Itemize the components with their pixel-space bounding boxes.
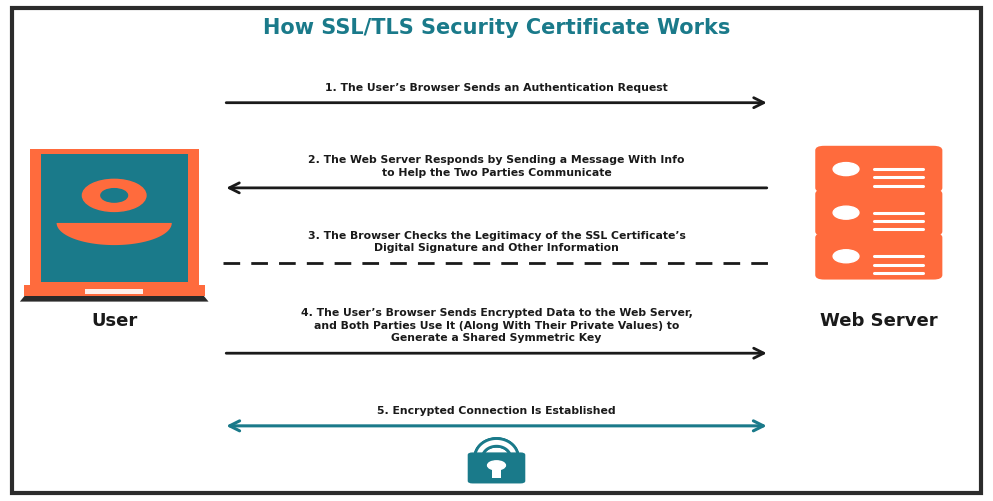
Circle shape [82, 179, 146, 211]
Polygon shape [20, 296, 209, 302]
Polygon shape [57, 223, 172, 245]
Text: 3. The Browser Checks the Legitimacy of the SSL Certificate’s
Digital Signature : 3. The Browser Checks the Legitimacy of … [308, 230, 685, 253]
FancyBboxPatch shape [815, 233, 942, 280]
FancyBboxPatch shape [41, 154, 188, 282]
FancyBboxPatch shape [492, 469, 501, 478]
FancyBboxPatch shape [30, 149, 199, 287]
Text: How SSL/TLS Security Certificate Works: How SSL/TLS Security Certificate Works [263, 18, 730, 38]
FancyBboxPatch shape [24, 285, 205, 296]
Text: Web Server: Web Server [820, 312, 937, 330]
FancyBboxPatch shape [815, 146, 942, 192]
Circle shape [488, 461, 505, 470]
FancyBboxPatch shape [24, 285, 205, 296]
Text: 1. The User’s Browser Sends an Authentication Request: 1. The User’s Browser Sends an Authentic… [325, 83, 668, 93]
Circle shape [101, 189, 127, 202]
Text: User: User [91, 312, 137, 330]
FancyBboxPatch shape [468, 452, 525, 483]
FancyBboxPatch shape [815, 189, 942, 236]
Text: 2. The Web Server Responds by Sending a Message With Info
to Help the Two Partie: 2. The Web Server Responds by Sending a … [308, 155, 685, 178]
Text: 4. The User’s Browser Sends Encrypted Data to the Web Server,
and Both Parties U: 4. The User’s Browser Sends Encrypted Da… [301, 309, 692, 343]
Circle shape [833, 163, 859, 176]
Circle shape [833, 250, 859, 263]
FancyBboxPatch shape [85, 289, 143, 294]
Text: 5. Encrypted Connection Is Established: 5. Encrypted Connection Is Established [377, 406, 616, 416]
Circle shape [833, 206, 859, 219]
